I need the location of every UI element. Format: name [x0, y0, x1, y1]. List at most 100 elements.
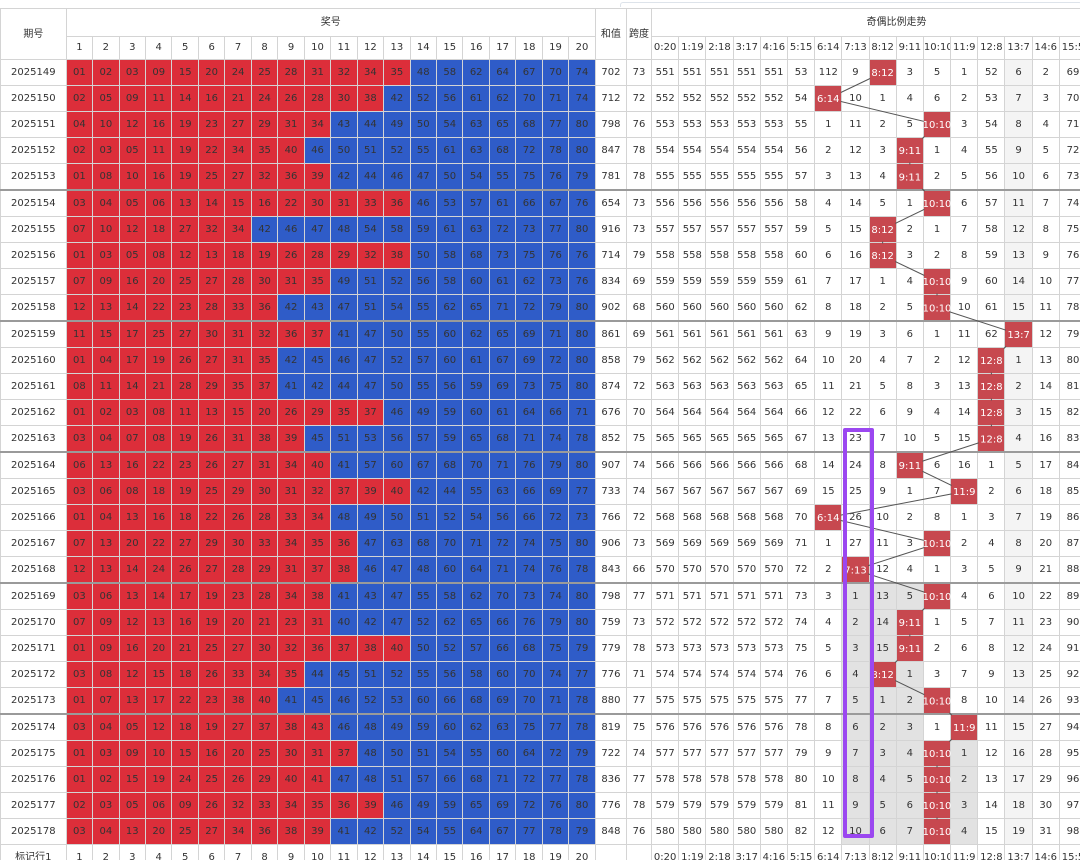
- ratio-omission: 554: [732, 137, 761, 164]
- number-ball: 59: [435, 792, 464, 819]
- number-ball: 16: [118, 268, 147, 295]
- ratio-omission: 14: [1004, 268, 1033, 295]
- ratio-omission: 580: [759, 818, 788, 845]
- footer-number: 7: [224, 844, 252, 860]
- number-ball: 39: [303, 163, 332, 191]
- ratio-omission: 573: [651, 635, 680, 662]
- ratio-omission: 562: [651, 347, 680, 374]
- number-header: 14: [409, 36, 438, 60]
- ratio-omission: 17: [1031, 451, 1060, 479]
- ratio-omission: 556: [678, 189, 707, 217]
- number-ball: 10: [118, 163, 147, 191]
- ratio-omission: 5: [1004, 451, 1033, 479]
- ratio-omission: 3: [895, 242, 924, 269]
- number-ball: 55: [435, 818, 464, 845]
- ratio-omission: 30: [1031, 792, 1060, 819]
- number-ball: 03: [118, 399, 147, 426]
- number-ball: 71: [462, 530, 490, 557]
- number-ball: 30: [250, 268, 279, 295]
- ratio-omission: 79: [786, 740, 816, 767]
- ratio-omission: 2: [814, 556, 843, 584]
- ratio-omission: 9: [814, 320, 843, 348]
- footer-number: 9: [277, 844, 305, 860]
- ratio-omission: 2: [868, 111, 897, 138]
- ratio-omission: 78: [786, 713, 816, 741]
- period-cell: 2025156: [0, 242, 67, 269]
- number-ball: 53: [356, 425, 385, 453]
- span-value: 78: [626, 792, 653, 819]
- ratio-omission: 4: [950, 582, 979, 610]
- ratio-omission: 551: [732, 59, 761, 86]
- number-ball: 42: [330, 163, 358, 191]
- ratio-omission: 576: [651, 713, 680, 741]
- ratio-omission: 53: [786, 59, 816, 86]
- ratio-omission: 564: [651, 399, 680, 426]
- number-ball: 48: [409, 556, 438, 584]
- ratio-hit: 11:9: [950, 713, 979, 741]
- ratio-omission: 568: [651, 504, 680, 531]
- ratio-omission: 4: [1031, 111, 1060, 138]
- number-ball: 48: [330, 216, 358, 243]
- number-ball: 33: [224, 294, 252, 322]
- number-ball: 18: [224, 242, 252, 269]
- ratio-omission: 557: [759, 216, 788, 243]
- footer-ratio: 14:6: [1031, 844, 1060, 860]
- number-ball: 20: [118, 530, 147, 557]
- ratio-omission: 62: [977, 320, 1006, 348]
- number-ball: 68: [435, 451, 464, 479]
- number-ball: 36: [303, 635, 332, 662]
- footer-number: 13: [383, 844, 411, 860]
- number-header: 6: [197, 36, 226, 60]
- period-header: 期号: [0, 8, 67, 60]
- ratio-omission: 14: [814, 451, 843, 479]
- ratio-omission: 561: [732, 320, 761, 348]
- ratio-omission: 15: [950, 425, 979, 453]
- ratio-omission: 10: [895, 425, 924, 453]
- number-ball: 09: [145, 59, 173, 86]
- footer-number: 3: [118, 844, 147, 860]
- number-ball: 55: [462, 740, 490, 767]
- ratio-omission: 4: [895, 740, 924, 767]
- ratio-omission: 571: [678, 582, 707, 610]
- number-header: 2: [92, 36, 120, 60]
- number-ball: 50: [383, 373, 411, 400]
- ratio-omission: 16: [950, 451, 979, 479]
- number-ball: 16: [118, 451, 147, 479]
- number-ball: 75: [541, 530, 570, 557]
- ratio-omission: 7: [950, 216, 979, 243]
- number-ball: 09: [118, 740, 147, 767]
- ratio-omission: 11: [814, 373, 843, 400]
- number-ball: 60: [435, 320, 464, 348]
- number-ball: 25: [197, 635, 226, 662]
- number-ball: 27: [224, 163, 252, 191]
- ratio-omission: 4: [950, 137, 979, 164]
- ratio-omission: 553: [732, 111, 761, 138]
- number-ball: 60: [409, 687, 438, 715]
- number-ball: 61: [488, 399, 517, 426]
- footer-number: 17: [488, 844, 517, 860]
- footer-number: 12: [356, 844, 385, 860]
- ratio-omission: 5: [814, 635, 843, 662]
- number-ball: 32: [250, 163, 279, 191]
- number-ball: 07: [65, 268, 94, 295]
- ratio-omission: 566: [651, 451, 680, 479]
- ratio-omission: 551: [759, 59, 788, 86]
- number-ball: 24: [171, 766, 199, 793]
- ratio-hit: 9:11: [895, 609, 924, 636]
- sum-value: 779: [594, 635, 628, 662]
- number-ball: 36: [330, 530, 358, 557]
- ratio-omission: 2: [895, 504, 924, 531]
- number-ball: 66: [435, 687, 464, 715]
- draw-row: 2025166 01 04 13 16 18 22 26 28 33 34 48 49 50 51 52 54 5…: [0, 504, 1080, 531]
- number-ball: 67: [488, 818, 517, 845]
- ratio-omission: 55: [786, 111, 816, 138]
- number-ball: 43: [303, 713, 332, 741]
- ratio-omission: 561: [705, 320, 734, 348]
- number-ball: 47: [330, 766, 358, 793]
- footer-ratio: 7:13: [841, 844, 870, 860]
- footer-ratio: 6:14: [814, 844, 843, 860]
- span-value: 75: [626, 713, 653, 741]
- number-ball: 62: [462, 582, 490, 610]
- footer-ratio: 5:15: [786, 844, 816, 860]
- ratio-omission: 71: [1058, 111, 1080, 138]
